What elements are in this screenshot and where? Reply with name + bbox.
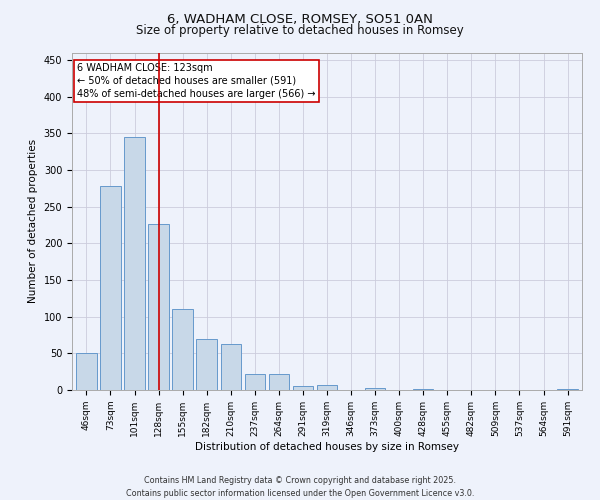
Text: 6, WADHAM CLOSE, ROMSEY, SO51 0AN: 6, WADHAM CLOSE, ROMSEY, SO51 0AN — [167, 12, 433, 26]
Bar — [557, 388, 578, 390]
X-axis label: Distribution of detached houses by size in Romsey: Distribution of detached houses by size … — [195, 442, 459, 452]
Bar — [269, 374, 289, 390]
Bar — [124, 137, 145, 390]
Bar — [100, 186, 121, 390]
Bar — [172, 310, 193, 390]
Bar — [76, 352, 97, 390]
Text: Size of property relative to detached houses in Romsey: Size of property relative to detached ho… — [136, 24, 464, 37]
Y-axis label: Number of detached properties: Number of detached properties — [28, 139, 38, 304]
Text: 6 WADHAM CLOSE: 123sqm
← 50% of detached houses are smaller (591)
48% of semi-de: 6 WADHAM CLOSE: 123sqm ← 50% of detached… — [77, 62, 316, 99]
Bar — [245, 374, 265, 390]
Bar — [221, 344, 241, 390]
Bar — [413, 388, 433, 390]
Bar — [317, 385, 337, 390]
Bar — [148, 224, 169, 390]
Bar — [365, 388, 385, 390]
Text: Contains HM Land Registry data © Crown copyright and database right 2025.
Contai: Contains HM Land Registry data © Crown c… — [126, 476, 474, 498]
Bar — [196, 338, 217, 390]
Bar — [293, 386, 313, 390]
